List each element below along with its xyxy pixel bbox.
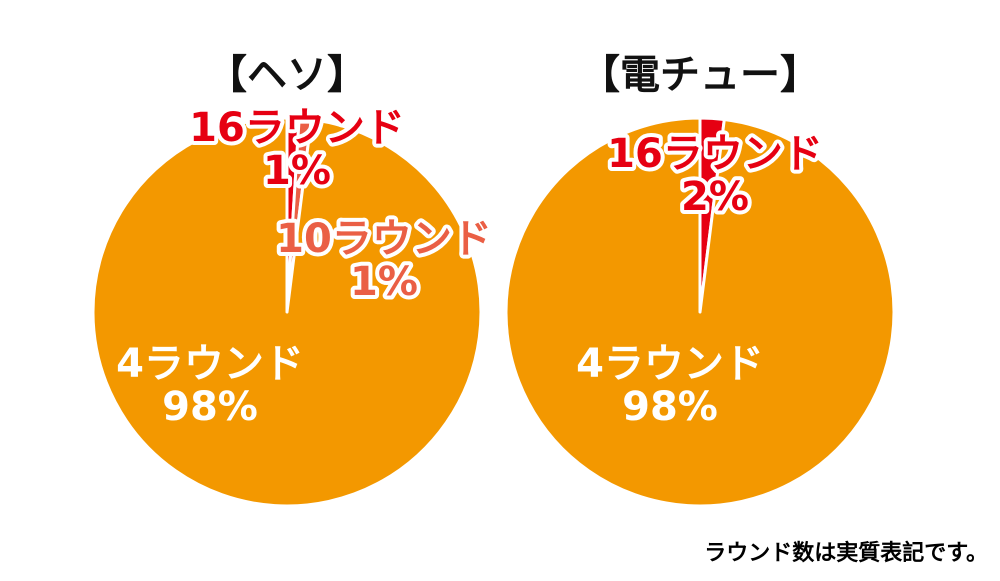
chart-title: 【電チュー】 <box>580 52 820 98</box>
slice-value-label: 98% <box>622 384 718 430</box>
slice-label: 4ラウンド <box>116 341 304 387</box>
slice-label: 10ラウンド <box>276 216 492 262</box>
chart-title: 【ヘソ】 <box>207 52 367 98</box>
pie-slice <box>91 116 483 508</box>
slice-label: 16ラウンド <box>189 105 405 151</box>
slice-value-label: 1% <box>263 148 331 194</box>
footnote: ラウンド数は実質表記です。 <box>704 541 988 566</box>
slice-label: 4ラウンド <box>576 341 764 387</box>
slice-value-label: 2% <box>681 174 749 220</box>
slice-label: 16ラウンド <box>607 131 823 177</box>
slice-value-label: 98% <box>162 384 258 430</box>
pie-slice <box>504 116 896 508</box>
slice-value-label: 1% <box>350 259 418 305</box>
